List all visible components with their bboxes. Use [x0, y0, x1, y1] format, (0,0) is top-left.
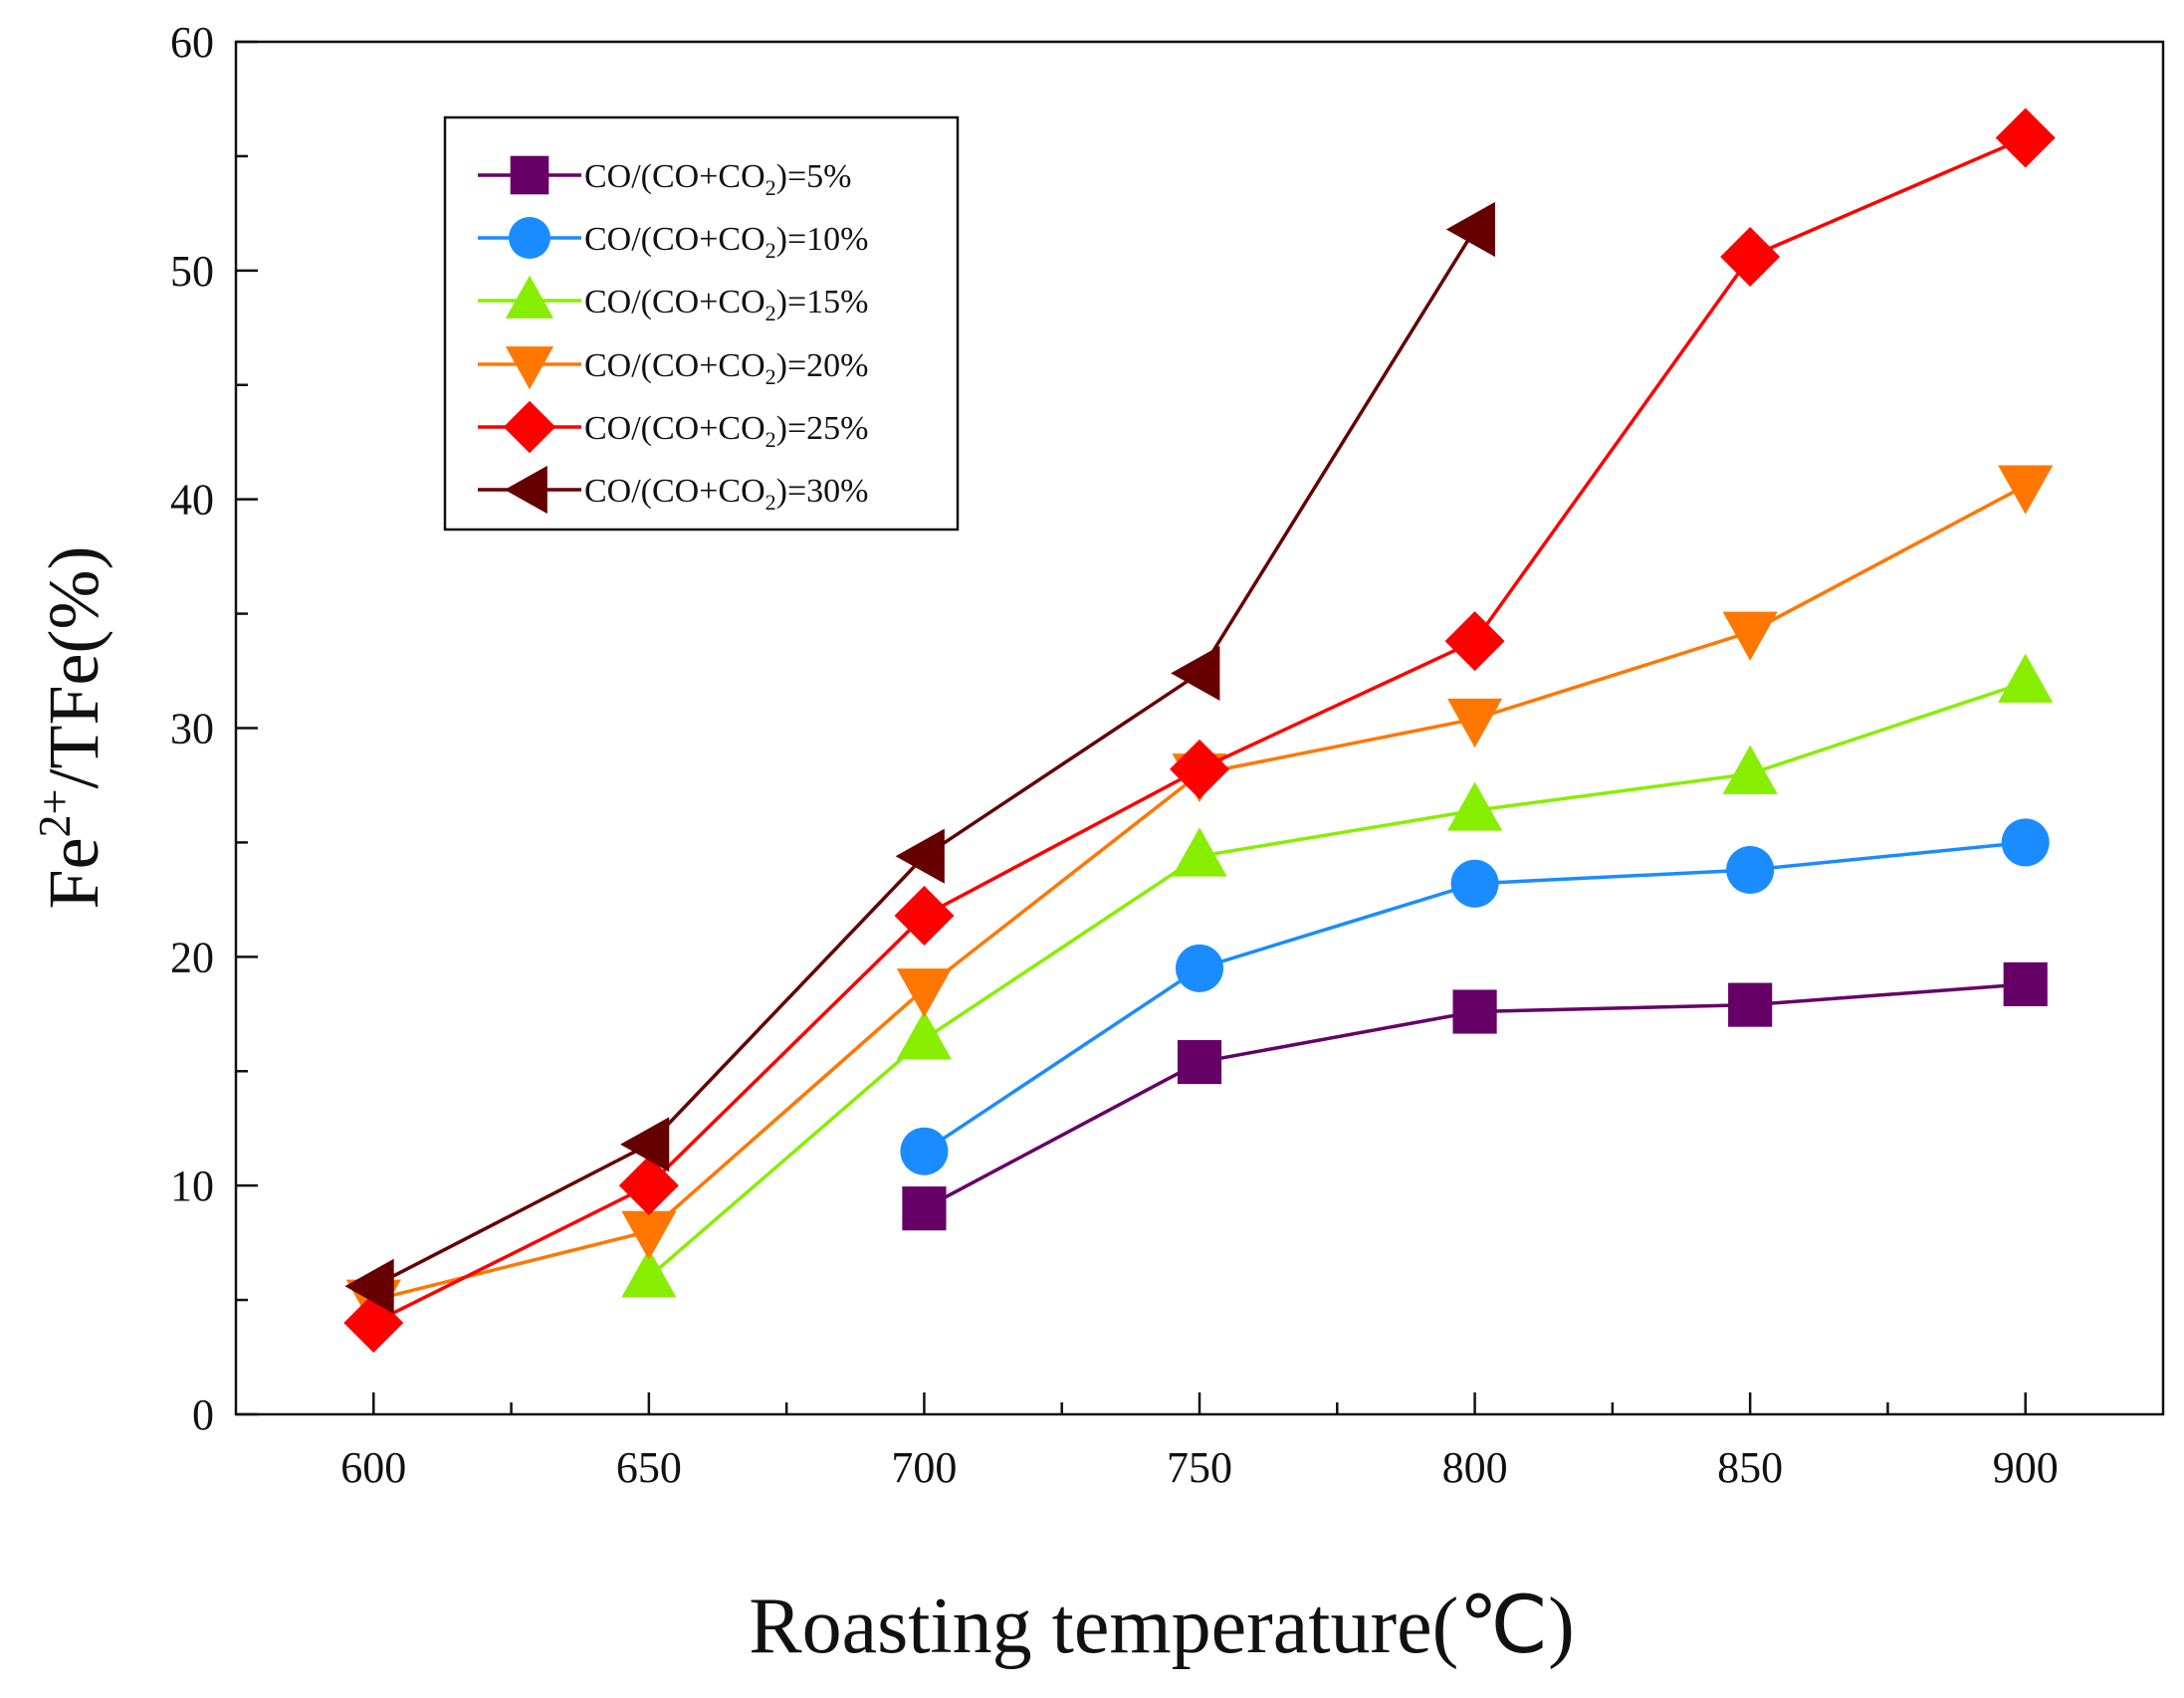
series-5: [343, 107, 2056, 1354]
x-tick-label: 900: [1993, 1443, 2059, 1492]
legend-swatch-marker: [503, 400, 556, 454]
legend-label: CO/(CO+CO2)=5%: [584, 158, 851, 200]
series-line: [372, 484, 2027, 1302]
data-point: [1722, 744, 1778, 794]
data-point: [896, 968, 953, 1018]
data-point: [1995, 107, 2056, 168]
series-line: [647, 680, 2027, 1279]
data-point: [1452, 989, 1497, 1034]
legend-entry-2: CO/(CO+CO2)=10%: [478, 217, 868, 263]
legend-entry-1: CO/(CO+CO2)=5%: [478, 155, 851, 200]
data-point: [1998, 465, 2054, 515]
series-6: [344, 201, 1495, 1314]
data-point: [621, 1248, 677, 1298]
legend-entry-6: CO/(CO+CO2)=30%: [478, 465, 868, 515]
data-point: [1722, 611, 1778, 661]
legend-swatch-marker: [509, 217, 550, 259]
data-point: [902, 1186, 947, 1231]
series-1: [902, 961, 2048, 1231]
x-tick-label: 850: [1717, 1443, 1783, 1492]
series-4: [345, 465, 2054, 1329]
y-tick-label: 30: [170, 705, 214, 753]
legend-label: CO/(CO+CO2)=10%: [584, 221, 868, 263]
data-point: [1444, 611, 1505, 672]
data-point: [1170, 739, 1229, 799]
series-2: [900, 818, 2050, 1175]
x-tick-label: 750: [1167, 1443, 1232, 1492]
legend-swatch-marker: [504, 465, 547, 515]
legend-label: CO/(CO+CO2)=20%: [584, 347, 868, 389]
data-point: [1445, 201, 1495, 258]
legend-label: CO/(CO+CO2)=30%: [584, 473, 868, 515]
data-point: [896, 1010, 953, 1060]
data-point: [1726, 845, 1775, 894]
series-layer: [343, 107, 2056, 1354]
x-tick-label: 700: [891, 1443, 957, 1492]
y-tick-label: 60: [170, 18, 214, 67]
data-point: [344, 1258, 394, 1314]
legend-label: CO/(CO+CO2)=25%: [584, 410, 868, 452]
y-tick-label: 40: [170, 476, 214, 525]
x-tick-label: 600: [340, 1443, 406, 1492]
data-point: [1998, 653, 2054, 703]
data-point: [1728, 982, 1773, 1027]
data-point: [894, 885, 955, 946]
legend: CO/(CO+CO2)=5% CO/(CO+CO2)=10% CO/(CO+CO2)…: [443, 115, 960, 531]
data-point: [1176, 944, 1223, 992]
data-point: [1450, 859, 1499, 908]
data-point: [1177, 1039, 1222, 1085]
y-axis-title: Fe2+/TFe(%): [29, 546, 113, 910]
data-point: [621, 1210, 677, 1260]
y-tick-label: 50: [170, 247, 214, 296]
legend-swatch-marker: [505, 275, 554, 318]
legend-entry-4: CO/(CO+CO2)=20%: [478, 346, 868, 390]
legend-entry-5: CO/(CO+CO2)=25%: [478, 400, 868, 454]
legend-entry-3: CO/(CO+CO2)=15%: [478, 275, 868, 325]
data-point: [1171, 645, 1220, 701]
y-tick-label: 20: [170, 933, 214, 981]
legend-label: CO/(CO+CO2)=15%: [584, 284, 868, 325]
series-3: [621, 653, 2054, 1298]
legend-swatch-marker: [505, 346, 554, 390]
x-tick-label: 650: [616, 1443, 682, 1492]
y-tick-label: 0: [192, 1390, 214, 1439]
data-point: [2001, 818, 2050, 867]
legend-swatch-marker: [510, 155, 549, 195]
data-point: [1446, 698, 1503, 748]
data-point: [1446, 781, 1503, 831]
x-tick-label: 800: [1442, 1443, 1508, 1492]
data-point: [1720, 227, 1781, 288]
axes: 600 650 700 750 800 850 900 0 10 20 30 40 50 60: [170, 18, 2059, 1492]
data-point: [620, 1117, 670, 1172]
x-axis-title: Roasting temperature(℃): [749, 1583, 1575, 1670]
data-point: [618, 1156, 679, 1216]
data-point: [900, 1127, 949, 1175]
y-tick-label: 10: [170, 1162, 214, 1210]
data-point: [1172, 827, 1227, 877]
data-point: [895, 828, 945, 884]
data-point: [2003, 961, 2048, 1006]
